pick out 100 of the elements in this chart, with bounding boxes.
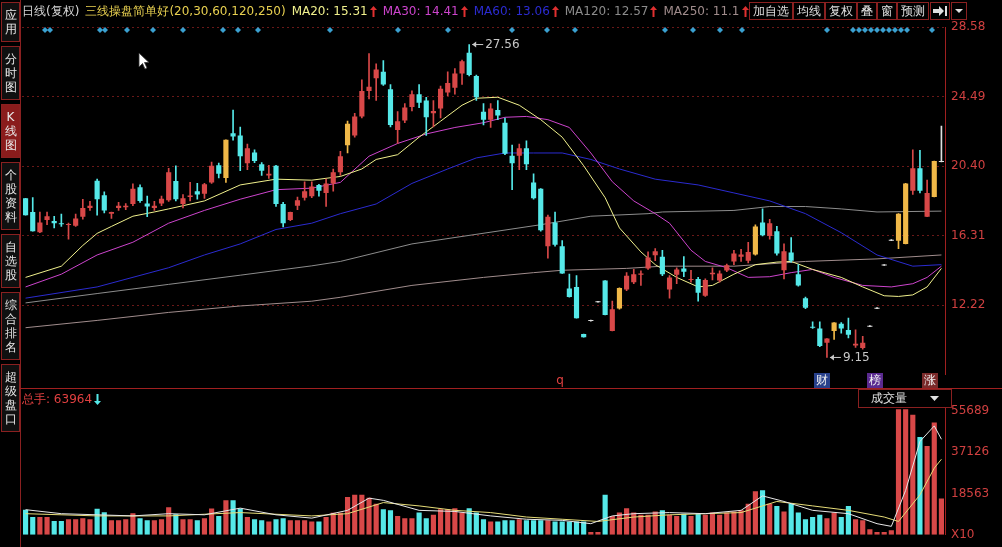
- y-tick-label: 24.49: [951, 88, 986, 103]
- bar: [395, 515, 401, 535]
- bar: [538, 520, 544, 535]
- bar: [30, 517, 36, 535]
- bar: [480, 519, 487, 535]
- candlestick: [638, 270, 644, 286]
- candlestick: [681, 256, 687, 278]
- bar: [387, 510, 394, 535]
- candlestick: [144, 195, 150, 218]
- bar: [216, 515, 222, 535]
- text: 复权: [824, 2, 857, 20]
- candlestick: [366, 53, 372, 100]
- bar: [788, 503, 794, 535]
- bar: [903, 409, 909, 535]
- bar: [895, 409, 902, 535]
- annotation: q: [555, 373, 565, 388]
- candlestick: [187, 182, 193, 202]
- y-tick-label: 20.40: [951, 158, 986, 173]
- text: MA20: 15.31: [291, 4, 368, 18]
- bar: [316, 521, 322, 535]
- bar: [144, 520, 150, 535]
- annotation: 财: [814, 373, 830, 388]
- menu-tab: 自选股: [1, 234, 20, 288]
- menu-tab: 个股资料: [1, 162, 20, 230]
- bar: [251, 519, 258, 535]
- menu-tab: 分时图: [1, 46, 20, 100]
- bar: [80, 518, 86, 535]
- bar: [309, 521, 315, 535]
- bar: [201, 518, 208, 535]
- bar: [674, 515, 680, 535]
- text: 预测: [896, 2, 929, 20]
- bar: [302, 520, 308, 535]
- bar: [795, 512, 801, 535]
- bar: [731, 511, 737, 535]
- bar: [488, 521, 494, 535]
- bar: [37, 517, 43, 535]
- bar: [917, 437, 923, 535]
- y-tick-label: 28.58: [951, 19, 986, 34]
- bar: [366, 497, 372, 535]
- bar: [752, 491, 758, 535]
- bar: [373, 503, 379, 535]
- text: 窗: [876, 2, 897, 20]
- bar: [774, 505, 780, 535]
- menu-tab: 综合排名: [1, 292, 20, 360]
- bar: [402, 518, 408, 535]
- bar: [194, 520, 200, 535]
- bar: [502, 520, 508, 535]
- bar: [817, 514, 823, 535]
- bar: [430, 514, 436, 535]
- bar: [495, 521, 501, 535]
- bar: [423, 518, 429, 535]
- menu-tab: 应用: [1, 2, 20, 42]
- bar: [87, 519, 93, 535]
- bar: [244, 517, 250, 535]
- chart-title: 总手: 63964: [22, 391, 93, 408]
- bar: [910, 414, 916, 535]
- text: MA250: 11.1: [663, 4, 740, 18]
- bar: [645, 514, 651, 535]
- candlestick: [51, 215, 57, 229]
- bar: [931, 422, 937, 535]
- bar: [559, 521, 565, 535]
- bar: [924, 445, 930, 535]
- bar: [287, 520, 293, 535]
- bar: [158, 519, 165, 535]
- bar: [831, 512, 837, 535]
- bar: [73, 519, 79, 535]
- bar: [151, 520, 157, 535]
- bar: [108, 520, 115, 535]
- y-tick-label: 18563: [951, 485, 990, 500]
- bar: [702, 514, 708, 535]
- annotation: 9.15: [842, 349, 870, 364]
- text: 加自选: [748, 2, 793, 20]
- candlestick: [824, 338, 830, 358]
- bar: [838, 517, 844, 535]
- candlestick: [688, 270, 694, 283]
- bar: [509, 520, 515, 535]
- chart-title: 日线(复权): [22, 2, 80, 20]
- candlestick: [230, 109, 236, 141]
- bar: [759, 490, 766, 535]
- bar: [280, 518, 286, 535]
- bar: [781, 511, 787, 535]
- menu-tab: K线图: [1, 104, 20, 158]
- bar: [65, 519, 72, 535]
- bar: [137, 518, 143, 535]
- bar: [516, 519, 522, 535]
- bar: [116, 520, 122, 535]
- bar: [230, 500, 236, 535]
- y-tick-label: 37126: [951, 444, 990, 459]
- bar: [23, 509, 29, 535]
- bar: [860, 520, 866, 535]
- bar: [266, 521, 272, 535]
- candlestick: [87, 201, 93, 211]
- text: MA30: 14.41: [382, 4, 459, 18]
- bar: [259, 520, 265, 535]
- bar: [717, 514, 723, 535]
- y-tick-label: 16.31: [951, 227, 986, 242]
- text: MA60: 13.06: [473, 4, 550, 18]
- bar: [531, 520, 537, 535]
- bar: [810, 517, 816, 535]
- y-tick-label: 12.22: [951, 297, 986, 312]
